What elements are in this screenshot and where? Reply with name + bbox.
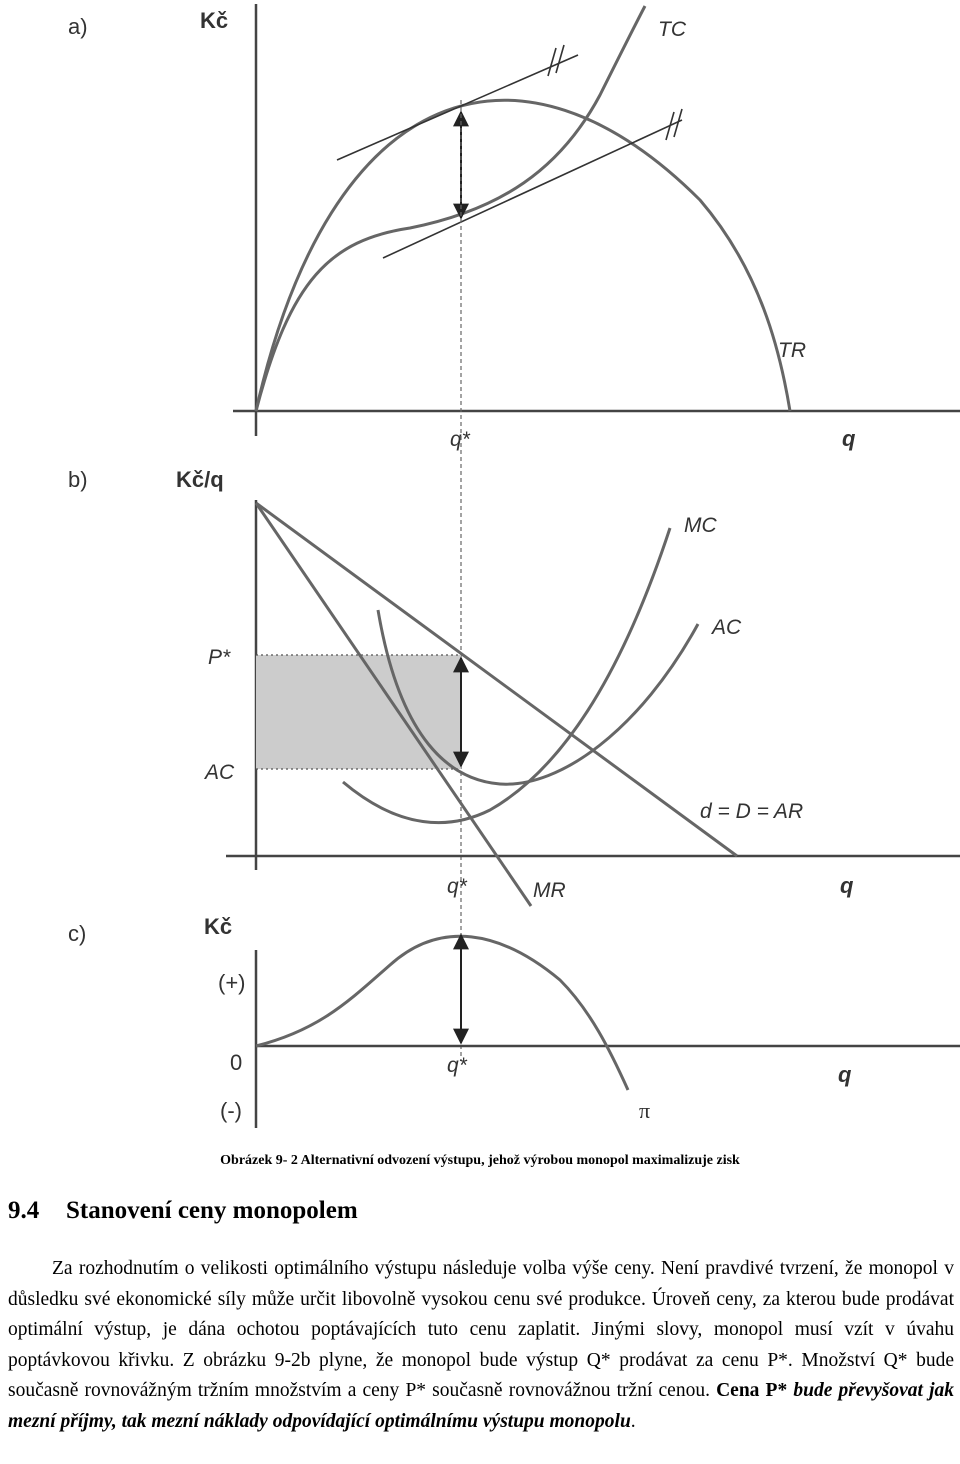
profit-label: π [639,1098,650,1123]
body-bold-italic-text: bude převyšovat jak mezní příjmy, tak me… [8,1380,954,1432]
panel-b-x-axis-label: q [840,873,854,898]
demand-label: d = D = AR [700,800,803,823]
tr-label: TR [778,339,806,362]
parallel-mark-1 [547,44,565,77]
panel-b-y-axis-label: Kč/q [176,467,224,492]
profit-curve [255,934,630,1091]
tr-curve [254,98,792,412]
mr-label: MR [533,879,566,902]
panel-b-qstar-label: q* [447,875,468,898]
plus-label: (+) [218,970,246,995]
mc-label: MC [684,514,717,537]
mc-curve [342,527,672,824]
section-title: Stanovení ceny monopolem [66,1197,358,1224]
parallel-mark-2 [665,108,683,141]
panel-a-x-axis-label: q [842,426,856,451]
profit-area [256,655,461,769]
panel-a-qstar-label: q* [450,428,471,451]
panel-c: c) Kč (+) 0 (-) q* q π [68,914,960,1128]
zero-label: 0 [230,1050,242,1075]
pstar-label: P* [208,646,231,669]
panel-c-y-axis-label: Kč [204,914,232,939]
ac-level-label: AC [203,761,235,784]
body-text: Za rozhodnutím o velikosti optimálního v… [8,1254,954,1437]
panel-a-y-axis-label: Kč [200,8,228,33]
panel-a-letter: a) [68,14,88,39]
body-plain-text: Za rozhodnutím o velikosti optimálního v… [8,1258,954,1401]
body-tail-text: . [630,1410,636,1432]
tc-label: TC [658,18,687,41]
section-number: 9.4 [8,1197,40,1224]
panel-a: a) Kč TC TR q* q [68,4,960,451]
monopoly-diagram: a) Kč TC TR q* q b) Kč/q [68,4,960,1128]
minus-label: (-) [220,1098,242,1123]
figure-caption: Obrázek 9- 2 Alternativní odvození výstu… [220,1153,740,1168]
section-heading: 9.4 Stanovení ceny monopolem [8,1197,358,1225]
tr-tangent-line [336,54,579,161]
mr-curve [254,502,533,907]
tc-tangent-line [382,119,683,259]
panel-c-qstar-label: q* [447,1054,468,1077]
ac-curve-label: AC [710,616,742,639]
ac-curve [376,609,700,786]
panel-c-x-axis-label: q [838,1062,852,1087]
body-paragraph: Za rozhodnutím o velikosti optimálního v… [8,1254,954,1437]
panel-b: b) Kč/q MC AC d = D = AR MR P* AC q* q [68,467,960,907]
demand-curve [255,501,738,858]
tc-curve [254,5,647,412]
panel-b-letter: b) [68,467,88,492]
panel-c-letter: c) [68,921,86,946]
body-bold-text: Cena P* [716,1380,794,1401]
